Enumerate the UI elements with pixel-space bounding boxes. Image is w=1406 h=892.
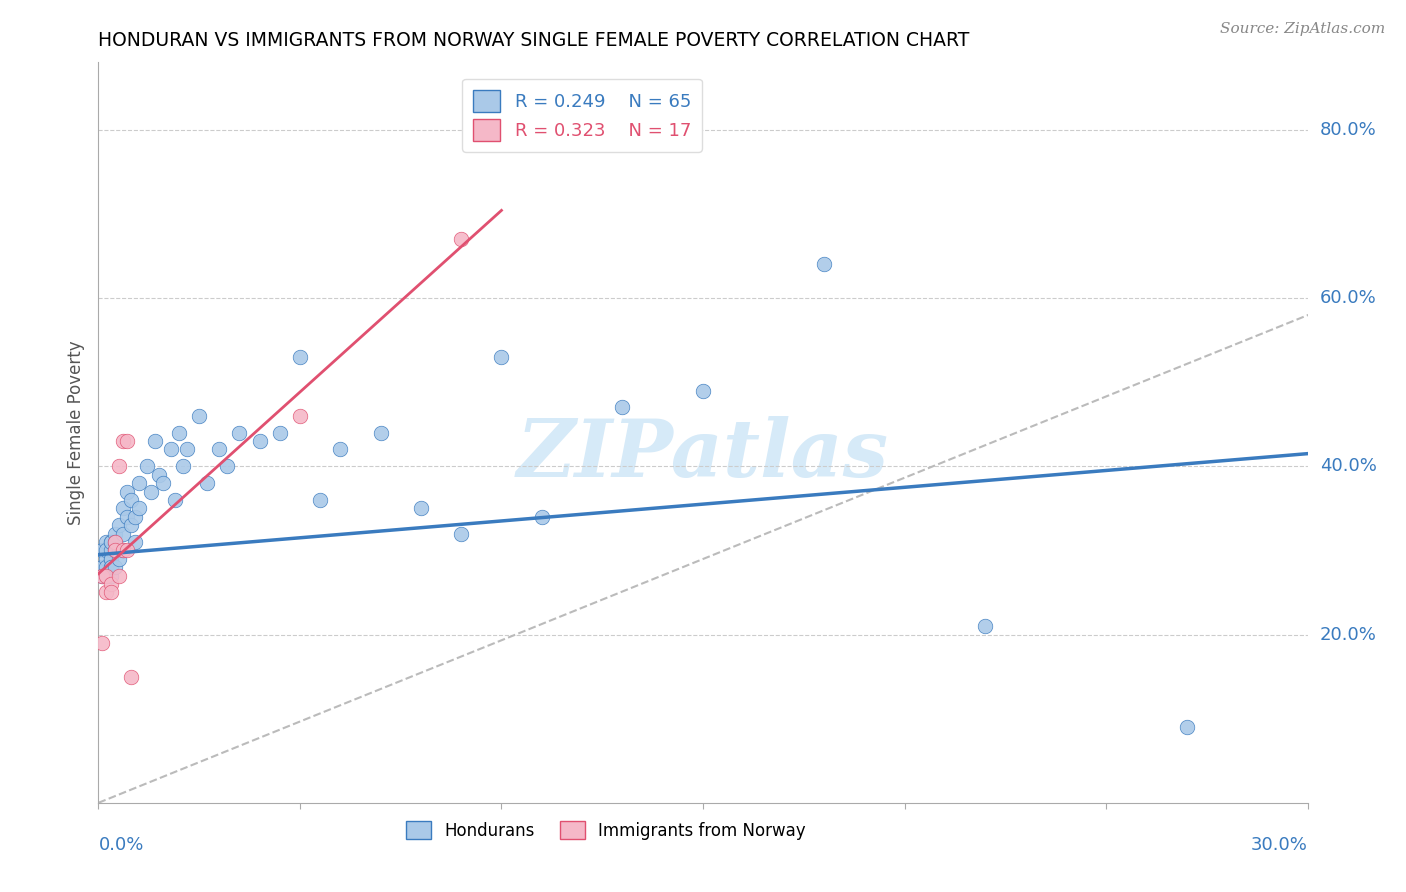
- Point: [96, 568, 118, 582]
- Point: [974, 619, 997, 633]
- Point: [692, 384, 714, 398]
- Text: 30.0%: 30.0%: [1251, 836, 1308, 855]
- Point: [100, 560, 122, 574]
- Point: [115, 543, 138, 558]
- Legend: Hondurans, Immigrants from Norway: Hondurans, Immigrants from Norway: [399, 814, 813, 847]
- Point: [120, 492, 142, 507]
- Point: [176, 442, 198, 457]
- Point: [103, 526, 125, 541]
- Point: [409, 501, 432, 516]
- Point: [107, 518, 129, 533]
- Point: [160, 442, 183, 457]
- Point: [167, 425, 190, 440]
- Point: [269, 425, 291, 440]
- Point: [107, 543, 129, 558]
- Point: [115, 434, 138, 448]
- Point: [100, 577, 122, 591]
- Point: [288, 409, 311, 423]
- Text: 80.0%: 80.0%: [1320, 120, 1376, 139]
- Point: [103, 560, 125, 574]
- Point: [111, 526, 134, 541]
- Text: 60.0%: 60.0%: [1320, 289, 1376, 307]
- Point: [100, 535, 122, 549]
- Point: [96, 560, 118, 574]
- Text: ZIPatlas: ZIPatlas: [517, 416, 889, 493]
- Point: [107, 551, 129, 566]
- Point: [115, 509, 138, 524]
- Point: [111, 501, 134, 516]
- Point: [143, 434, 166, 448]
- Y-axis label: Single Female Poverty: Single Female Poverty: [66, 341, 84, 524]
- Point: [103, 543, 125, 558]
- Point: [1175, 720, 1198, 734]
- Point: [148, 467, 170, 482]
- Point: [491, 350, 513, 364]
- Text: 40.0%: 40.0%: [1320, 458, 1376, 475]
- Point: [91, 568, 114, 582]
- Text: 20.0%: 20.0%: [1320, 625, 1376, 643]
- Point: [100, 585, 122, 599]
- Point: [111, 543, 134, 558]
- Point: [91, 543, 114, 558]
- Point: [128, 501, 150, 516]
- Point: [228, 425, 250, 440]
- Point: [115, 484, 138, 499]
- Point: [100, 551, 122, 566]
- Point: [530, 509, 553, 524]
- Point: [135, 459, 157, 474]
- Point: [100, 551, 122, 566]
- Point: [100, 535, 122, 549]
- Point: [100, 568, 122, 582]
- Point: [450, 232, 472, 246]
- Point: [91, 636, 114, 650]
- Point: [163, 492, 186, 507]
- Point: [103, 543, 125, 558]
- Point: [152, 476, 174, 491]
- Point: [124, 535, 146, 549]
- Point: [309, 492, 332, 507]
- Text: HONDURAN VS IMMIGRANTS FROM NORWAY SINGLE FEMALE POVERTY CORRELATION CHART: HONDURAN VS IMMIGRANTS FROM NORWAY SINGL…: [98, 30, 970, 50]
- Point: [91, 568, 114, 582]
- Point: [450, 526, 472, 541]
- Point: [107, 568, 129, 582]
- Point: [107, 459, 129, 474]
- Text: 0.0%: 0.0%: [98, 836, 143, 855]
- Point: [249, 434, 271, 448]
- Point: [188, 409, 211, 423]
- Point: [91, 560, 114, 574]
- Point: [96, 551, 118, 566]
- Point: [329, 442, 352, 457]
- Point: [288, 350, 311, 364]
- Point: [139, 484, 162, 499]
- Point: [612, 401, 634, 415]
- Point: [100, 543, 122, 558]
- Text: Source: ZipAtlas.com: Source: ZipAtlas.com: [1219, 22, 1385, 37]
- Point: [128, 476, 150, 491]
- Point: [103, 535, 125, 549]
- Point: [120, 518, 142, 533]
- Point: [813, 257, 835, 271]
- Point: [124, 509, 146, 524]
- Point: [111, 543, 134, 558]
- Point: [96, 585, 118, 599]
- Point: [96, 568, 118, 582]
- Point: [111, 434, 134, 448]
- Point: [217, 459, 239, 474]
- Point: [370, 425, 392, 440]
- Point: [208, 442, 231, 457]
- Point: [100, 560, 122, 574]
- Point: [172, 459, 194, 474]
- Point: [96, 543, 118, 558]
- Point: [195, 476, 218, 491]
- Point: [120, 670, 142, 684]
- Point: [96, 535, 118, 549]
- Point: [103, 535, 125, 549]
